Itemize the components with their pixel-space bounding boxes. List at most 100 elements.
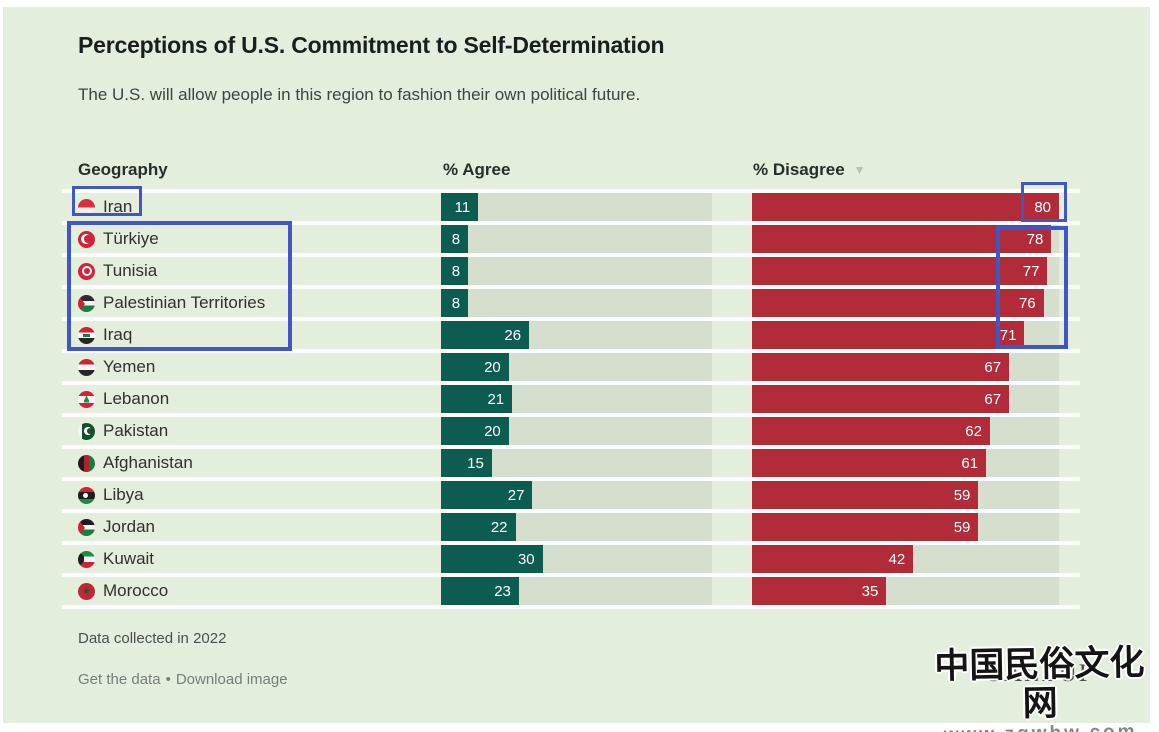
- geography-cell: Jordan: [78, 513, 155, 541]
- column-header-disagree[interactable]: % Disagree ▼: [753, 160, 866, 179]
- country-label: Palestinian Territories: [103, 293, 266, 312]
- libya-flag-icon: [78, 486, 95, 504]
- table-rows: Iran 11 80 Türkiye 8 78: [62, 189, 1080, 609]
- disagree-bar-track: 78: [752, 225, 1059, 253]
- afghanistan-flag-icon: [78, 454, 95, 472]
- table-row: Kuwait 30 42: [62, 545, 1080, 577]
- country-label: Tunisia: [103, 261, 158, 280]
- column-header-agree[interactable]: % Agree: [443, 160, 511, 179]
- iraq-flag-icon: [78, 326, 95, 344]
- column-header-geography[interactable]: Geography: [78, 160, 168, 179]
- agree-bar-track: 23: [441, 577, 712, 605]
- agree-bar[interactable]: 8: [441, 225, 469, 253]
- disagree-bar-track: 62: [752, 417, 1059, 445]
- table-row: Iran 11 80: [62, 193, 1080, 225]
- geography-cell: Afghanistan: [78, 449, 193, 477]
- disagree-bar-track: 67: [752, 353, 1059, 381]
- footer-links: Get the data • Download image: [78, 671, 288, 688]
- disagree-value-label: 59: [953, 518, 971, 536]
- geography-cell: Iran: [78, 193, 132, 221]
- disagree-bar[interactable]: 76: [752, 289, 1044, 317]
- agree-bar[interactable]: 23: [441, 577, 519, 605]
- country-label: Jordan: [103, 517, 155, 536]
- agree-value-label: 22: [490, 518, 508, 536]
- table-row: Afghanistan 15 61: [62, 449, 1080, 481]
- agree-bar[interactable]: 11: [441, 193, 479, 221]
- disagree-bar-track: 71: [752, 321, 1059, 349]
- disagree-bar[interactable]: 35: [752, 577, 887, 605]
- disagree-bar[interactable]: 62: [752, 417, 990, 445]
- disagree-bar[interactable]: 80: [752, 193, 1059, 221]
- country-label: Pakistan: [103, 421, 169, 440]
- geography-cell: Tunisia: [78, 257, 157, 285]
- tunisia-flag-icon: [78, 262, 95, 280]
- geography-cell: Kuwait: [78, 545, 154, 573]
- agree-bar[interactable]: 22: [441, 513, 516, 541]
- disagree-bar[interactable]: 42: [752, 545, 914, 573]
- geography-cell: Pakistan: [78, 417, 168, 445]
- get-the-data-link[interactable]: Get the data: [78, 671, 161, 688]
- agree-bar[interactable]: 20: [441, 417, 509, 445]
- agree-value-label: 8: [451, 262, 461, 280]
- table-row: Türkiye 8 78: [62, 225, 1080, 257]
- lebanon-flag-icon: [78, 390, 95, 408]
- disagree-bar[interactable]: 59: [752, 481, 979, 509]
- agree-value-label: 8: [451, 294, 461, 312]
- disagree-bar-track: 80: [752, 193, 1059, 221]
- data-note: Data collected in 2022: [78, 630, 227, 647]
- disagree-bar[interactable]: 67: [752, 353, 1010, 381]
- disagree-bar[interactable]: 61: [752, 449, 987, 477]
- geography-cell: Lebanon: [78, 385, 169, 413]
- table-row: Jordan 22 59: [62, 513, 1080, 545]
- kuwait-flag-icon: [78, 550, 95, 568]
- agree-bar[interactable]: 21: [441, 385, 513, 413]
- agree-bar-track: 8: [441, 289, 712, 317]
- agree-bar-track: 22: [441, 513, 712, 541]
- pakistan-flag-icon: [78, 422, 95, 440]
- disagree-value-label: 76: [1018, 294, 1036, 312]
- disagree-bar[interactable]: 59: [752, 513, 979, 541]
- table-row: Tunisia 8 77: [62, 257, 1080, 289]
- country-label: Yemen: [103, 357, 156, 376]
- bullet-separator: •: [165, 671, 171, 688]
- agree-bar-track: 21: [441, 385, 712, 413]
- disagree-bar-track: 59: [752, 481, 1059, 509]
- table-row: Lebanon 21 67: [62, 385, 1080, 417]
- agree-bar-track: 15: [441, 449, 712, 477]
- watermark-chinese-text: 中国民俗文化网: [934, 643, 1145, 724]
- agree-bar[interactable]: 30: [441, 545, 543, 573]
- chart-subtitle: The U.S. will allow people in this regio…: [78, 85, 641, 104]
- disagree-bar[interactable]: 71: [752, 321, 1025, 349]
- disagree-value-label: 71: [999, 326, 1017, 344]
- agree-bar-track: 8: [441, 225, 712, 253]
- table-row: Libya 27 59: [62, 481, 1080, 513]
- agree-value-label: 26: [504, 326, 522, 344]
- agree-value-label: 15: [467, 454, 484, 472]
- agree-bar-track: 20: [441, 353, 712, 381]
- disagree-value-label: 61: [961, 454, 979, 472]
- agree-bar[interactable]: 8: [441, 257, 469, 285]
- site-watermark: 中国民俗文化网 www.zgwhw.com: [922, 643, 1158, 732]
- download-image-link[interactable]: Download image: [175, 671, 288, 688]
- agree-bar[interactable]: 15: [441, 449, 492, 477]
- country-label: Türkiye: [103, 229, 159, 248]
- table-row: Palestinian Territories 8 76: [62, 289, 1080, 321]
- highlight-box-iran-label: [72, 186, 142, 216]
- highlight-box-country-labels: [67, 221, 292, 351]
- geography-cell: Palestinian Territories: [78, 289, 265, 317]
- disagree-value-label: 42: [888, 550, 906, 568]
- highlight-box-iran-disagree-value: [1021, 182, 1067, 222]
- disagree-bar[interactable]: 67: [752, 385, 1010, 413]
- agree-bar-track: 26: [441, 321, 712, 349]
- agree-bar[interactable]: 20: [441, 353, 509, 381]
- table-row: Yemen 20 67: [62, 353, 1080, 385]
- agree-bar[interactable]: 27: [441, 481, 533, 509]
- agree-bar[interactable]: 8: [441, 289, 469, 317]
- jordan-flag-icon: [78, 518, 95, 536]
- disagree-value-label: 35: [861, 582, 879, 600]
- gallup-logo: GALLUP: [984, 660, 1095, 687]
- agree-value-label: 20: [484, 422, 501, 440]
- agree-bar[interactable]: 26: [441, 321, 530, 349]
- iran-flag-icon: [78, 198, 95, 216]
